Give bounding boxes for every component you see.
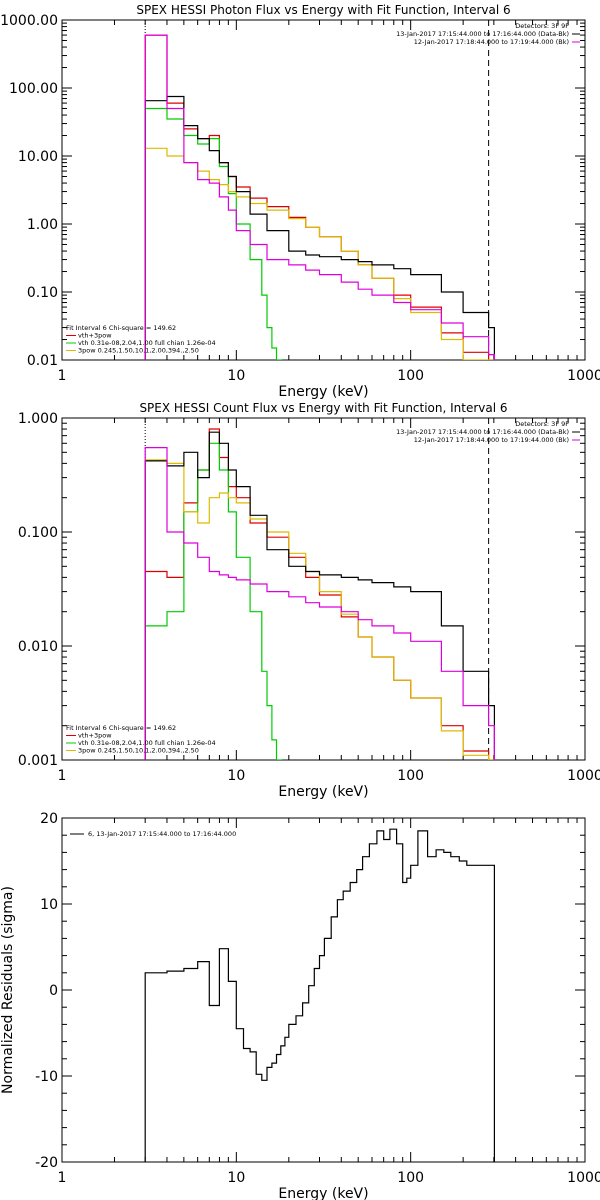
- y-tick-label: 1.000: [18, 411, 58, 427]
- x-tick-label: 10: [227, 1170, 245, 1186]
- plot-frame: [61, 817, 586, 1163]
- legend-top-right-entry: Detectors: 3F 9F: [515, 420, 569, 428]
- legend-top-right-entry: 12-Jan-2017 17:18:44.000 to 17:19:44.000…: [414, 436, 569, 444]
- chart-panel-1: SPEX HESSI Photon Flux vs Energy with Fi…: [0, 3, 600, 400]
- chart-title: SPEX HESSI Photon Flux vs Energy with Fi…: [136, 3, 510, 17]
- x-tick-label: 10: [227, 768, 245, 784]
- y-tick-label: 20: [40, 811, 58, 827]
- y-tick-label: -20: [35, 1155, 58, 1171]
- x-tick-label: 100: [397, 1170, 424, 1186]
- x-tick-label: 1: [58, 368, 67, 384]
- series-line-4: [144, 95, 495, 360]
- legend-top-right-entry: Detectors: 3F 9F: [515, 22, 569, 30]
- legend-bottom-left-entry: vth+3pow: [78, 732, 112, 740]
- x-axis-label: Energy (keV): [278, 1186, 368, 1200]
- legend-top-right-entry: 12-Jan-2017 17:18:44.000 to 17:19:44.000…: [414, 38, 569, 46]
- plot-frame: [61, 417, 586, 761]
- y-tick-label: -10: [35, 1069, 58, 1085]
- x-tick-label: 100: [397, 768, 424, 784]
- y-tick-label: 0.001: [18, 753, 58, 769]
- series-line-1: [144, 34, 495, 360]
- x-tick-label: 1: [58, 1170, 67, 1186]
- legend-bottom-left-entry: Fit Interval 6 Chi-square = 149.62: [66, 724, 176, 732]
- x-axis-label: Energy (keV): [278, 784, 368, 800]
- x-tick-label: 10: [227, 368, 245, 384]
- y-tick-label: 100.00: [9, 81, 58, 97]
- series-line-2: [144, 107, 283, 360]
- y-tick-label: 0.10: [27, 285, 58, 301]
- series-line-2: [144, 442, 283, 760]
- legend-top-right-entry: 13-Jan-2017 17:15:44.000 to 17:16:44.000…: [396, 428, 569, 436]
- y-tick-label: 0.010: [18, 639, 58, 655]
- y-tick-label: 0: [49, 983, 58, 999]
- series-line-5: [144, 34, 495, 360]
- y-tick-label: 1.00: [27, 217, 58, 233]
- legend-bottom-left-entry: vth+3pow: [78, 332, 112, 340]
- legend-entry: 6, 13-Jan-2017 17:15:44.000 to 17:16:44.…: [88, 830, 236, 838]
- y-tick-label: 0.01: [27, 353, 58, 369]
- plot-frame: [61, 19, 586, 361]
- y-tick-label: 0.100: [18, 525, 58, 541]
- legend-bottom-left-entry: Fit Interval 6 Chi-square = 149.62: [66, 324, 176, 332]
- series-line-4: [144, 431, 495, 760]
- legend-bottom-left-entry: 3pow 0.245,1.50,10.1,2.00,394.,2.50: [78, 347, 199, 355]
- x-axis-label: Energy (keV): [278, 384, 368, 400]
- legend-bottom-left-entry: vth 0.31e-08,2.04,1.00 full chian 1.26e-…: [78, 739, 216, 747]
- chart-panel-3: 1 10 100 1000 Energy (keV) -20 -10 0 10 20 Normali…: [0, 811, 600, 1200]
- chart-title: SPEX HESSI Count Flux vs Energy with Fit…: [139, 401, 507, 415]
- y-tick-label: 10.00: [18, 149, 58, 165]
- legend-bottom-left-entry: vth 0.31e-08,2.04,1.00 full chian 1.26e-…: [78, 339, 216, 347]
- y-tick-label: 10: [40, 897, 58, 913]
- legend-top-right-entry: 13-Jan-2017 17:15:44.000 to 17:16:44.000…: [396, 30, 569, 38]
- series-line-1: [144, 828, 495, 1162]
- x-tick-label: 1000: [567, 368, 600, 384]
- x-tick-label: 100: [397, 368, 424, 384]
- y-axis-label: Normalized Residuals (sigma): [0, 886, 16, 1094]
- y-tick-label: 1000.00: [0, 13, 58, 29]
- legend-bottom-left-entry: 3pow 0.245,1.50,10.1,2.00,394.,2.50: [78, 747, 199, 755]
- chart-panel-2: SPEX HESSI Count Flux vs Energy with Fit…: [18, 401, 600, 800]
- series-line-5: [144, 447, 495, 760]
- x-tick-label: 1000: [567, 1170, 600, 1186]
- x-tick-label: 1000: [567, 768, 600, 784]
- x-tick-label: 1: [58, 768, 67, 784]
